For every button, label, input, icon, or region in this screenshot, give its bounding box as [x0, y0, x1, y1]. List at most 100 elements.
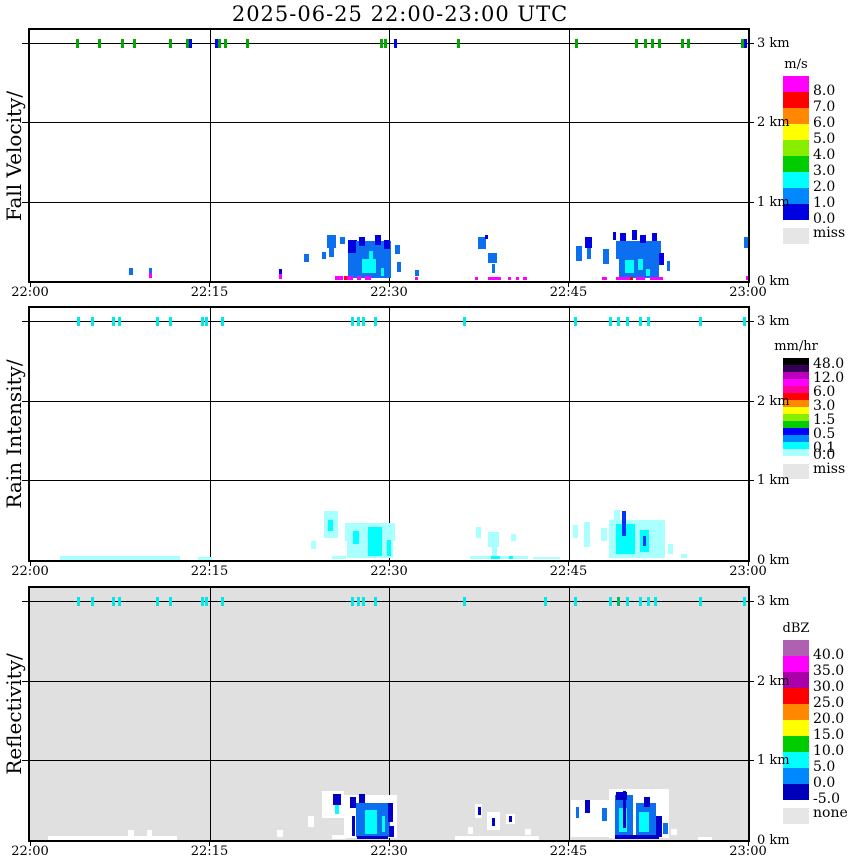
legend-title: dBZ: [782, 621, 810, 636]
heatmap-cell: [507, 277, 512, 281]
height-tick-label: 2 km: [757, 115, 790, 131]
legend-cell: [783, 421, 809, 428]
top-strip-tick: [639, 597, 643, 606]
heatmap-cell: [667, 544, 673, 554]
top-strip-tick: [111, 597, 115, 606]
height-axis-tick-left: [22, 321, 28, 322]
heatmap-cell: [612, 231, 617, 240]
legend-cell: [783, 108, 809, 124]
heatmap-cell: [387, 803, 393, 823]
heatmap-cell: [332, 793, 342, 805]
legend-cell: [783, 672, 809, 688]
legend-label: 12.0: [813, 370, 845, 386]
heatmap-cell: [532, 556, 561, 560]
height-axis-tick-right: [748, 680, 754, 682]
heatmap-cell: [339, 236, 345, 245]
top-strip-tick: [543, 597, 547, 606]
gridline-vertical: [389, 588, 390, 840]
top-strip-tick: [573, 597, 577, 606]
height-axis-tick-left: [22, 480, 28, 482]
heatmap-cell: [380, 268, 385, 277]
top-strip-tick: [609, 597, 613, 606]
height-tick-label: 3 km: [757, 594, 790, 609]
height-tick-label: 1 km: [757, 473, 790, 489]
missing-swatch: [783, 464, 809, 479]
top-strip-tick: [651, 39, 655, 48]
legend-cell: [783, 76, 809, 92]
top-strip-tick: [574, 39, 578, 48]
x-tick-label: 23:00: [729, 844, 767, 859]
height-axis-tick-right: [748, 321, 754, 322]
legend-cell: [783, 393, 809, 400]
gridline-vertical: [568, 30, 570, 281]
heatmap-cell: [475, 277, 479, 281]
legend-label: 6.0: [813, 115, 836, 131]
heatmap-cell: [484, 235, 489, 239]
heatmap-cell: [525, 828, 532, 836]
heatmap-cell: [681, 553, 687, 559]
heatmap-cell: [367, 526, 382, 556]
heatmap-cell: [356, 836, 388, 840]
legend-cell: [783, 204, 809, 220]
legend-cell: [783, 400, 809, 407]
legend-label: 0.5: [813, 426, 836, 442]
heatmap-cell: [415, 277, 419, 281]
heatmap-cell: [365, 276, 372, 281]
legend-label: -5.0: [813, 791, 840, 807]
top-strip-tick: [373, 597, 377, 606]
heatmap-cell: [643, 797, 650, 807]
top-strip-tick: [361, 597, 365, 606]
heatmap-cell: [326, 235, 337, 248]
heatmap-cell: [468, 827, 473, 834]
height-axis-tick-right: [748, 122, 754, 124]
height-axis-tick-right: [748, 601, 754, 602]
legend-cell: [783, 768, 809, 784]
heatmap-cell: [523, 277, 527, 281]
legend-label: 5.0: [813, 759, 836, 775]
top-strip-tick: [117, 317, 121, 326]
x-tick-label: 22:00: [11, 844, 49, 859]
height-axis-tick-right: [748, 480, 754, 482]
height-tick-label: 0 km: [757, 833, 790, 848]
heatmap-cell: [652, 233, 658, 242]
legend-cell: [783, 386, 809, 393]
top-strip-tick: [384, 39, 388, 48]
heatmap-cell: [640, 235, 647, 243]
legend-cell: [783, 358, 809, 365]
heatmap-cell: [477, 237, 486, 250]
heatmap-cell: [584, 521, 591, 548]
top-strip-tick: [743, 597, 747, 606]
legend-cell: [783, 428, 809, 435]
heatmap-cell: [365, 809, 378, 834]
top-strip-tick: [224, 39, 228, 48]
heatmap-cell: [488, 253, 497, 264]
top-strip-tick: [457, 39, 461, 48]
missing-swatch: [783, 808, 809, 824]
top-strip-tick: [743, 317, 747, 326]
top-strip-tick: [463, 597, 467, 606]
heatmap-cell: [374, 235, 381, 245]
heatmap-cell: [631, 230, 637, 240]
heatmap-cell: [666, 261, 671, 272]
legend-title: m/s: [784, 57, 808, 72]
heatmap-cell: [335, 276, 344, 281]
top-strip-tick: [687, 39, 691, 48]
heatmap-cell: [488, 277, 502, 281]
legend-label: 20.0: [813, 711, 845, 727]
heatmap-cell: [128, 829, 135, 836]
missing-label: miss: [813, 461, 846, 477]
top-strip-tick: [220, 317, 224, 326]
top-strip-tick: [117, 597, 121, 606]
x-axis-tick: [29, 283, 31, 287]
top-strip-tick: [204, 597, 208, 606]
top-strip-tick: [699, 317, 703, 326]
heatmap-cell: [47, 836, 178, 840]
legend-cell: [783, 124, 809, 140]
legend-cell: [783, 656, 809, 672]
top-strip-tick: [220, 597, 224, 606]
legend-cell: [783, 414, 809, 421]
x-axis-tick: [388, 842, 390, 846]
legend-label: 48.0: [813, 356, 845, 372]
legend-label: 7.0: [813, 99, 836, 115]
legend-cell: [783, 172, 809, 188]
